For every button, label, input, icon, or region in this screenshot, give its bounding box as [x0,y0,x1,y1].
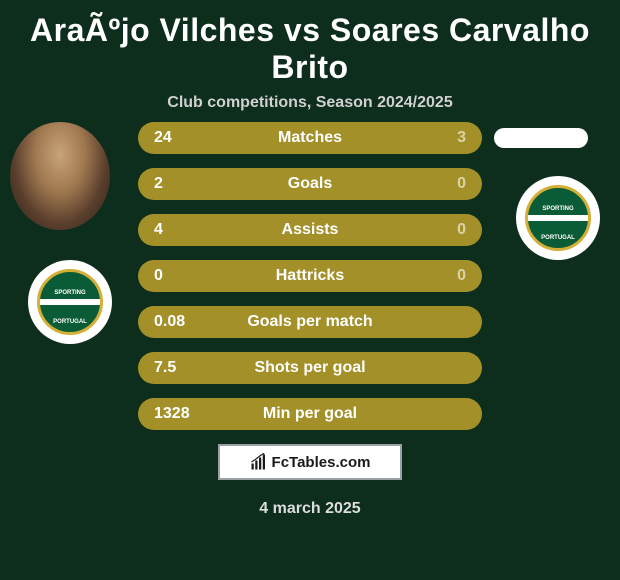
stat-row-mpg: 1328 Min per goal [138,398,482,430]
stat-row-goals: 2 Goals 0 [138,168,482,200]
stats-container: 24 Matches 3 2 Goals 0 4 Assists 0 0 Hat… [138,122,482,444]
stat-label: Hattricks [276,267,344,285]
date-label: 4 march 2025 [0,500,620,518]
team-badge-right: SPORTING PORTUGAL [516,176,600,260]
badge-text-top: SPORTING [54,290,85,297]
attribution-box[interactable]: FcTables.com [218,444,402,480]
stat-left-value: 0.08 [154,313,202,331]
player-avatar-left [10,122,110,230]
player-placeholder-right [494,128,588,148]
stat-left-value: 7.5 [154,359,202,377]
sporting-badge-icon: SPORTING PORTUGAL [525,185,591,251]
badge-text-top: SPORTING [542,206,573,213]
stat-left-value: 4 [154,221,202,239]
sporting-badge-icon: SPORTING PORTUGAL [37,269,103,335]
stat-label: Shots per goal [254,359,365,377]
stat-left-value: 2 [154,175,202,193]
stat-row-spg: 7.5 Shots per goal [138,352,482,384]
stat-row-assists: 4 Assists 0 [138,214,482,246]
stat-label: Assists [282,221,339,239]
attribution-text: FcTables.com [272,454,371,471]
stat-label: Goals per match [247,313,372,331]
stat-label: Matches [278,129,342,147]
stat-label: Goals [288,175,332,193]
stat-right-value: 0 [418,175,466,193]
stat-left-value: 24 [154,129,202,147]
chart-icon [250,453,268,471]
stat-left-value: 1328 [154,405,202,423]
stat-left-value: 0 [154,267,202,285]
team-badge-left: SPORTING PORTUGAL [28,260,112,344]
stat-right-value: 0 [418,267,466,285]
badge-text-bottom: PORTUGAL [541,235,575,242]
stat-row-gpm: 0.08 Goals per match [138,306,482,338]
stat-row-matches: 24 Matches 3 [138,122,482,154]
stat-label: Min per goal [263,405,357,423]
subtitle: Club competitions, Season 2024/2025 [0,94,620,112]
stat-row-hattricks: 0 Hattricks 0 [138,260,482,292]
page-title: AraÃºjo Vilches vs Soares Carvalho Brito [0,0,620,94]
stat-right-value: 3 [418,129,466,147]
stat-right-value: 0 [418,221,466,239]
badge-text-bottom: PORTUGAL [53,319,87,326]
